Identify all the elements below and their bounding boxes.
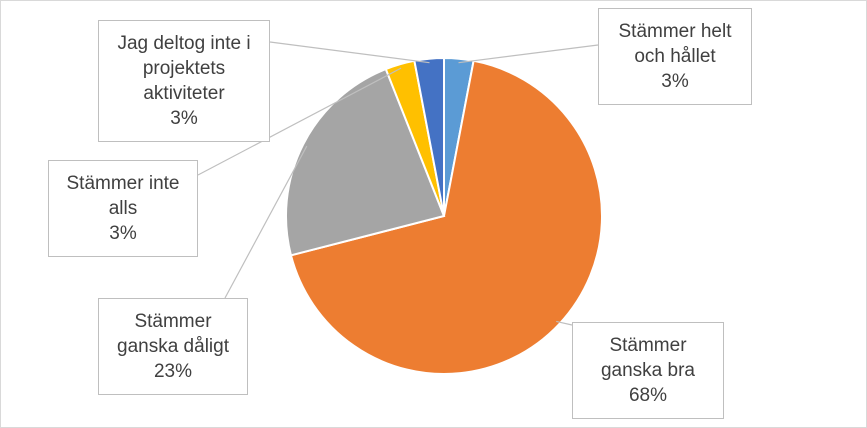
leader-line — [556, 320, 573, 326]
data-label: Stämmer ganska dåligt 23% — [98, 298, 248, 395]
category-label: Stämmer ganska dåligt — [117, 311, 229, 357]
category-label: Stämmer inte alls — [66, 173, 180, 219]
data-label: Stämmer inte alls 3% — [48, 160, 198, 257]
leader-line — [197, 67, 402, 176]
category-label: Stämmer helt och hållet — [618, 21, 732, 67]
category-label: Stämmer ganska bra — [600, 335, 695, 381]
data-label: Stämmer ganska bra 68% — [572, 322, 724, 419]
leader-line — [269, 41, 430, 64]
data-label: Jag deltog inte i projektets aktiviteter… — [98, 20, 270, 142]
leader-line — [224, 145, 308, 299]
value-label: 3% — [109, 223, 137, 244]
pie-slice — [289, 59, 603, 375]
pie-slice — [285, 67, 446, 257]
value-label: 3% — [661, 71, 689, 92]
data-label: Stämmer helt och hållet 3% — [598, 8, 752, 105]
leader-line — [458, 44, 599, 64]
value-label: 68% — [628, 385, 668, 406]
category-label: Jag deltog inte i projektets aktiviteter — [117, 33, 251, 104]
value-label: 23% — [153, 361, 193, 382]
value-label: 3% — [170, 108, 198, 129]
